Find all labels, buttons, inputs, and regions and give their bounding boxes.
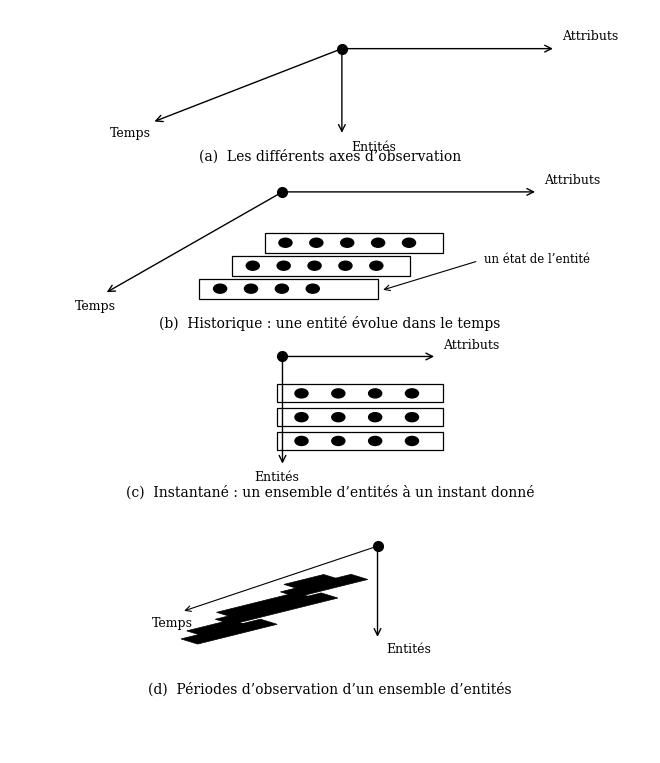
Ellipse shape — [279, 238, 292, 247]
Ellipse shape — [306, 284, 319, 293]
Ellipse shape — [403, 238, 416, 247]
Ellipse shape — [246, 261, 259, 270]
Ellipse shape — [295, 436, 308, 446]
Text: (d)  Périodes d’observation d’un ensemble d’entités: (d) Périodes d’observation d’un ensemble… — [148, 683, 512, 697]
Ellipse shape — [244, 284, 257, 293]
Text: Entités: Entités — [351, 140, 395, 153]
Ellipse shape — [277, 261, 290, 270]
Ellipse shape — [405, 413, 418, 422]
Ellipse shape — [275, 284, 288, 293]
Ellipse shape — [370, 261, 383, 270]
Ellipse shape — [339, 261, 352, 270]
Ellipse shape — [308, 261, 321, 270]
Bar — [277, 432, 443, 450]
Text: (a)  Les différents axes d’observation: (a) Les différents axes d’observation — [199, 149, 461, 163]
Text: un état de l’entité: un état de l’entité — [484, 253, 591, 266]
Text: Attributs: Attributs — [544, 174, 600, 187]
Text: (b)  Historique : une entité évolue dans le temps: (b) Historique : une entité évolue dans … — [159, 317, 501, 331]
Ellipse shape — [369, 413, 381, 422]
Ellipse shape — [341, 238, 354, 247]
Text: Entités: Entités — [387, 643, 431, 656]
Ellipse shape — [310, 238, 323, 247]
Ellipse shape — [332, 389, 345, 398]
Polygon shape — [187, 620, 248, 636]
Polygon shape — [216, 593, 313, 617]
Polygon shape — [280, 575, 368, 597]
Bar — [265, 233, 443, 253]
Bar — [232, 256, 411, 275]
Text: Temps: Temps — [110, 127, 151, 140]
Text: Entités: Entités — [254, 472, 299, 485]
Ellipse shape — [369, 436, 381, 446]
Ellipse shape — [332, 436, 345, 446]
Ellipse shape — [332, 413, 345, 422]
Bar — [199, 278, 378, 298]
Bar — [277, 408, 443, 427]
Ellipse shape — [214, 284, 226, 293]
Ellipse shape — [372, 238, 385, 247]
Polygon shape — [284, 575, 341, 590]
Polygon shape — [181, 619, 277, 644]
Text: Attributs: Attributs — [562, 30, 618, 43]
Text: Attributs: Attributs — [443, 339, 499, 352]
Text: Temps: Temps — [75, 300, 115, 313]
Ellipse shape — [405, 436, 418, 446]
Ellipse shape — [295, 389, 308, 398]
Ellipse shape — [405, 389, 418, 398]
Text: (c)  Instantané : un ensemble d’entités à un instant donné: (c) Instantané : un ensemble d’entités à… — [126, 485, 534, 499]
Polygon shape — [215, 593, 338, 624]
Ellipse shape — [295, 413, 308, 422]
Bar — [277, 385, 443, 402]
Text: Temps: Temps — [152, 617, 193, 629]
Ellipse shape — [369, 389, 381, 398]
